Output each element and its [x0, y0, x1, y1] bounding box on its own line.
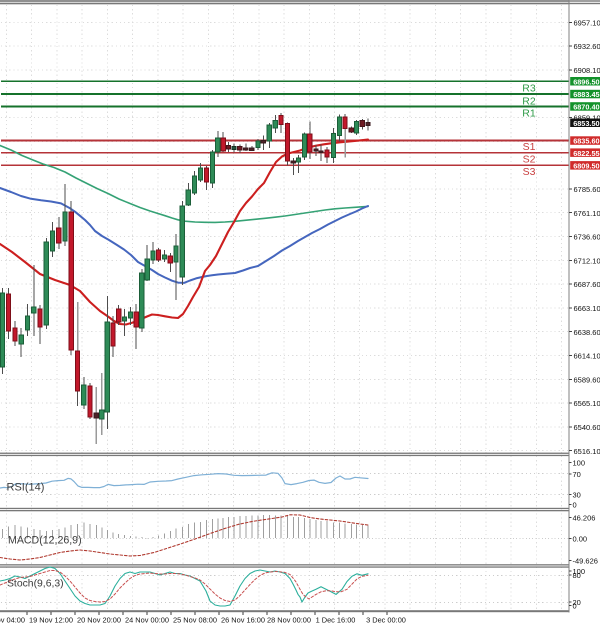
svg-text:20: 20: [573, 598, 581, 607]
svg-text:MACD(12,26,9): MACD(12,26,9): [8, 535, 82, 547]
svg-text:6932.60: 6932.60: [574, 42, 600, 51]
svg-text:70: 70: [573, 470, 581, 479]
svg-text:6736.60: 6736.60: [574, 233, 600, 242]
svg-text:S3: S3: [523, 166, 536, 178]
svg-text:6540.60: 6540.60: [574, 423, 600, 432]
svg-text:6565.10: 6565.10: [574, 399, 600, 408]
svg-text:30: 30: [573, 490, 581, 499]
svg-text:0.00: 0.00: [573, 534, 588, 543]
svg-text:6516.10: 6516.10: [574, 447, 600, 456]
svg-text:6835.60: 6835.60: [573, 137, 599, 146]
svg-text:46.206: 46.206: [573, 513, 596, 522]
svg-text:80: 80: [573, 571, 581, 580]
svg-text:100: 100: [573, 459, 586, 468]
svg-text:0: 0: [573, 601, 577, 610]
svg-text:3 Dec 00:00: 3 Dec 00:00: [366, 615, 406, 624]
svg-text:6687.60: 6687.60: [574, 280, 600, 289]
svg-text:6589.60: 6589.60: [574, 375, 600, 384]
svg-text:R2: R2: [522, 95, 536, 107]
svg-text:R1: R1: [522, 108, 536, 120]
svg-text:0: 0: [573, 500, 577, 509]
svg-text:6614.10: 6614.10: [574, 352, 600, 361]
svg-text:20 Nov 20:00: 20 Nov 20:00: [77, 615, 121, 624]
svg-text:24 Nov 00:00: 24 Nov 00:00: [125, 615, 169, 624]
svg-text:6809.50: 6809.50: [573, 161, 599, 170]
svg-text:6870.40: 6870.40: [573, 103, 599, 112]
svg-text:6853.50: 6853.50: [573, 119, 599, 128]
svg-text:6908.10: 6908.10: [574, 66, 600, 75]
svg-text:6663.10: 6663.10: [574, 304, 600, 313]
svg-text:18 Nov 04:00: 18 Nov 04:00: [0, 615, 25, 624]
svg-text:6883.45: 6883.45: [573, 90, 599, 99]
svg-text:RSI(14): RSI(14): [7, 482, 45, 494]
svg-text:6761.10: 6761.10: [574, 209, 600, 218]
svg-text:28 Nov 00:00: 28 Nov 00:00: [267, 615, 311, 624]
svg-text:Stoch(9,6,3): Stoch(9,6,3): [7, 579, 64, 590]
svg-text:6896.50: 6896.50: [573, 77, 599, 86]
svg-text:19 Nov 12:00: 19 Nov 12:00: [29, 615, 73, 624]
svg-text:S2: S2: [523, 153, 536, 165]
svg-text:S1: S1: [523, 141, 536, 153]
svg-text:6859.10: 6859.10: [574, 114, 600, 123]
svg-text:6822.55: 6822.55: [573, 149, 599, 158]
svg-text:-49.626: -49.626: [573, 556, 598, 565]
svg-text:6712.10: 6712.10: [574, 256, 600, 265]
svg-text:26 Nov 16:00: 26 Nov 16:00: [221, 615, 265, 624]
svg-text:6785.60: 6785.60: [574, 185, 600, 194]
svg-text:100: 100: [573, 567, 586, 576]
svg-text:25 Nov 08:00: 25 Nov 08:00: [173, 615, 217, 624]
svg-text:6957.10: 6957.10: [574, 18, 600, 27]
svg-text:6638.60: 6638.60: [574, 328, 600, 337]
svg-text:1 Dec 16:00: 1 Dec 16:00: [316, 615, 356, 624]
svg-text:R3: R3: [522, 83, 536, 95]
